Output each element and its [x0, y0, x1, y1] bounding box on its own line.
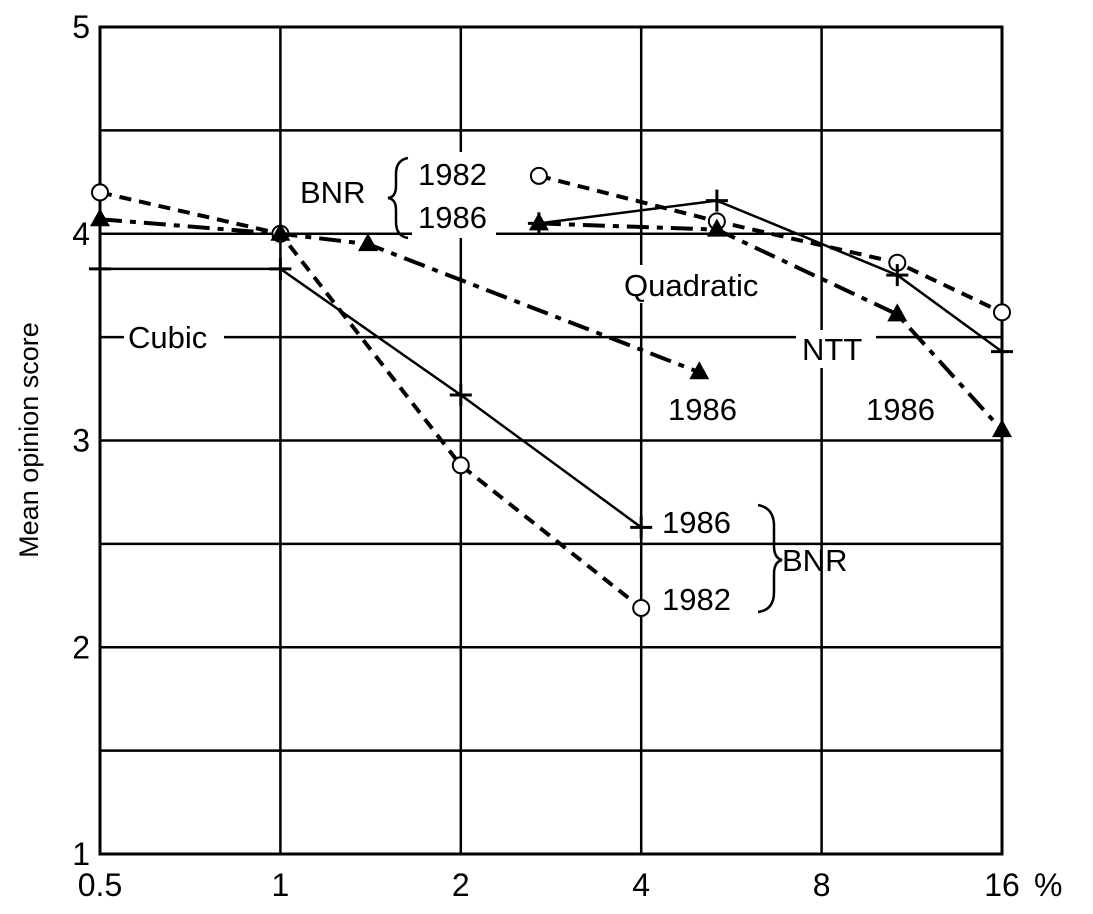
- marker-plus: [991, 340, 1013, 363]
- annotations: Cubic BNR 1982 1986 Quadratic NTT 1986 1…: [124, 152, 935, 617]
- marker-triangle: [270, 222, 291, 241]
- label-bnr-top-1986: 1986: [418, 200, 487, 235]
- marker-plus: [269, 257, 292, 280]
- x-tick-label: 2: [452, 867, 470, 903]
- x-tick-label: 0.5: [78, 867, 122, 903]
- y-tick-label: 3: [72, 423, 90, 459]
- series-line-2: [99, 217, 700, 375]
- marker-plus: [886, 264, 909, 287]
- marker-plus: [630, 516, 653, 539]
- series-line-4: [538, 221, 1004, 432]
- label-mid-1986: 1986: [668, 392, 737, 427]
- marker-triangle: [992, 419, 1012, 438]
- y-axis-title: Mean opinion score: [14, 322, 44, 558]
- marker-plus: [527, 212, 550, 235]
- label-bnr-top-1982: 1982: [418, 157, 487, 192]
- y-tick-label: 1: [72, 836, 90, 872]
- series-line-5: [538, 199, 1003, 353]
- label-bnr-bottom: BNR: [782, 543, 847, 578]
- label-cubic: Cubic: [128, 320, 207, 355]
- marker-circle: [91, 183, 109, 202]
- marker-triangle: [689, 361, 710, 380]
- marker-triangle: [706, 218, 727, 237]
- marker-plus: [89, 257, 111, 280]
- marker-circle: [632, 598, 651, 617]
- label-bnr-bottom-1986: 1986: [662, 505, 731, 540]
- marker-circle: [451, 456, 470, 475]
- marker-plus: [449, 384, 472, 407]
- marker-triangle: [357, 233, 378, 252]
- x-axis-unit: %: [1034, 867, 1062, 903]
- series-line-0: [100, 267, 642, 529]
- marker-triangle: [90, 208, 110, 227]
- series-line-3: [538, 173, 1003, 315]
- label-bnr-bottom-1982: 1982: [662, 582, 731, 617]
- marker-circle: [993, 303, 1011, 322]
- x-tick-label: 8: [813, 867, 831, 903]
- series-layer: [89, 166, 1013, 617]
- series-line-1: [99, 190, 643, 610]
- x-tick-label: 4: [632, 867, 650, 903]
- label-quadratic: Quadratic: [624, 268, 758, 303]
- plot-frame: [98, 25, 1004, 856]
- label-ntt: NTT: [802, 332, 862, 367]
- marker-triangle: [887, 303, 908, 322]
- label-bnr-top: BNR: [300, 175, 365, 210]
- grid: [100, 27, 1002, 854]
- x-tick-label: 16: [984, 867, 1020, 903]
- y-tick-label: 5: [72, 9, 90, 45]
- brace-bnr-bottom: [757, 503, 783, 614]
- brace-bnr-top: [387, 156, 409, 240]
- x-tick-label: 1: [272, 867, 290, 903]
- y-tick-label: 2: [72, 629, 90, 665]
- y-tick-label: 4: [72, 216, 90, 252]
- marker-circle: [529, 166, 548, 185]
- marker-plus: [705, 189, 728, 212]
- label-right-1986: 1986: [866, 392, 935, 427]
